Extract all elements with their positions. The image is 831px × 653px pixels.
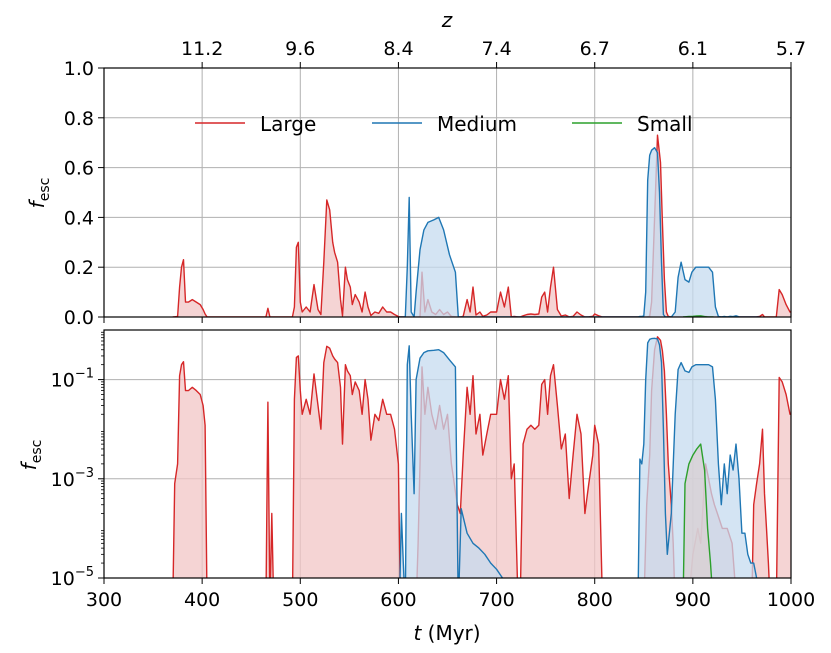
log-panel: 10−5 10−3 10−1 300 400 500 600 700 800 900 1000 [51, 329, 815, 611]
series-area-large [172, 135, 791, 317]
x-tick-label: 600 [380, 589, 416, 611]
top-tick-label: 5.7 [776, 38, 806, 60]
series-area-medium [400, 338, 757, 578]
y-tick-label: 10−1 [51, 367, 94, 392]
x-axis-label: t (Myr) [413, 621, 480, 645]
x-tick-label: 1000 [767, 589, 815, 611]
x-tick-label: 300 [86, 589, 122, 611]
top-tick-label: 11.2 [181, 38, 223, 60]
x-tick-label: 800 [577, 589, 613, 611]
top-axis-ticks: 11.2 9.6 8.4 7.4 6.7 6.1 5.7 [181, 38, 806, 68]
y-tick-label: 0.8 [64, 108, 94, 130]
legend: Large Medium Small [195, 112, 693, 136]
top-tick-label: 6.1 [678, 38, 708, 60]
top-tick-label: 8.4 [383, 38, 413, 60]
top-tick-label: 9.6 [285, 38, 315, 60]
y-tick-label: 10−5 [51, 565, 94, 590]
x-tick-label: 400 [184, 589, 220, 611]
series-group [172, 134, 791, 317]
y-tick-label: 10−3 [51, 466, 94, 491]
series-line-large [172, 134, 791, 317]
top-y-axis-label: fesc [25, 178, 53, 209]
series-line-small [682, 443, 713, 578]
series-line-medium [399, 337, 758, 578]
y-tick-label: 0.2 [64, 257, 94, 279]
y-tick-label: 0.0 [64, 307, 94, 329]
linear-panel: 0.0 0.2 0.4 0.6 0.8 1.0 [64, 58, 792, 329]
legend-label-small: Small [637, 112, 693, 136]
legend-label-medium: Medium [437, 112, 517, 136]
bottom-y-axis-label: fesc [17, 440, 45, 471]
panel-frame [103, 329, 792, 579]
series-group [172, 336, 791, 578]
legend-label-large: Large [260, 112, 316, 136]
panel-frame [103, 67, 792, 318]
y-tick-label: 1.0 [64, 58, 94, 80]
series-area-medium [399, 147, 760, 317]
x-tick-label: 900 [675, 589, 711, 611]
y-tick-label: 0.6 [64, 158, 94, 180]
top-axis-label: z [441, 8, 453, 32]
y-tick-label: 0.4 [64, 207, 94, 229]
series-area-large [173, 336, 791, 578]
top-tick-label: 6.7 [580, 38, 610, 60]
x-tick-label: 500 [282, 589, 318, 611]
x-tick-label: 700 [478, 589, 514, 611]
top-tick-label: 7.4 [481, 38, 511, 60]
